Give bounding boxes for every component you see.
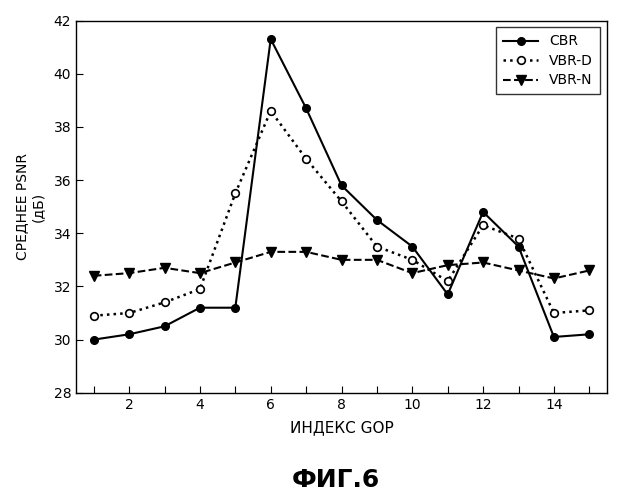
VBR-D bbox=[231, 190, 239, 196]
Line: VBR-N: VBR-N bbox=[89, 247, 594, 284]
CBR bbox=[338, 182, 345, 188]
VBR-N bbox=[231, 260, 239, 266]
CBR bbox=[196, 304, 203, 310]
Legend: CBR, VBR-D, VBR-N: CBR, VBR-D, VBR-N bbox=[496, 28, 600, 94]
VBR-D bbox=[373, 244, 381, 250]
VBR-D bbox=[160, 300, 168, 306]
VBR-N bbox=[373, 257, 381, 263]
VBR-D bbox=[267, 108, 274, 114]
VBR-N bbox=[585, 268, 593, 274]
CBR bbox=[160, 324, 168, 330]
CBR bbox=[373, 217, 381, 223]
VBR-D bbox=[444, 278, 452, 284]
Y-axis label: СРЕДНЕЕ PSNR
(дБ): СРЕДНЕЕ PSNR (дБ) bbox=[15, 153, 45, 260]
VBR-D bbox=[550, 310, 558, 316]
CBR bbox=[409, 244, 416, 250]
CBR bbox=[515, 244, 522, 250]
VBR-D bbox=[480, 222, 487, 228]
VBR-D bbox=[126, 310, 133, 316]
VBR-N bbox=[409, 270, 416, 276]
CBR bbox=[231, 304, 239, 310]
CBR bbox=[480, 209, 487, 215]
VBR-N bbox=[444, 262, 452, 268]
Line: CBR: CBR bbox=[90, 36, 593, 344]
VBR-D bbox=[302, 156, 310, 162]
CBR bbox=[302, 106, 310, 112]
VBR-D bbox=[196, 286, 203, 292]
VBR-N bbox=[196, 270, 203, 276]
VBR-N bbox=[126, 270, 133, 276]
CBR bbox=[126, 332, 133, 338]
CBR bbox=[90, 336, 98, 342]
VBR-D bbox=[515, 236, 522, 242]
Line: VBR-D: VBR-D bbox=[90, 107, 593, 320]
VBR-N bbox=[338, 257, 345, 263]
VBR-D bbox=[409, 257, 416, 263]
Text: ФИГ.6: ФИГ.6 bbox=[292, 468, 380, 492]
X-axis label: ИНДЕКС GOP: ИНДЕКС GOP bbox=[290, 420, 393, 435]
VBR-N bbox=[267, 249, 274, 255]
CBR bbox=[550, 334, 558, 340]
VBR-D bbox=[338, 198, 345, 204]
VBR-N bbox=[480, 260, 487, 266]
CBR bbox=[444, 292, 452, 298]
VBR-D bbox=[90, 312, 98, 318]
VBR-N bbox=[302, 249, 310, 255]
VBR-N bbox=[90, 273, 98, 279]
VBR-N bbox=[550, 276, 558, 281]
CBR bbox=[267, 36, 274, 42]
VBR-N bbox=[515, 268, 522, 274]
VBR-N bbox=[160, 265, 168, 271]
CBR bbox=[585, 332, 593, 338]
VBR-D bbox=[585, 308, 593, 314]
